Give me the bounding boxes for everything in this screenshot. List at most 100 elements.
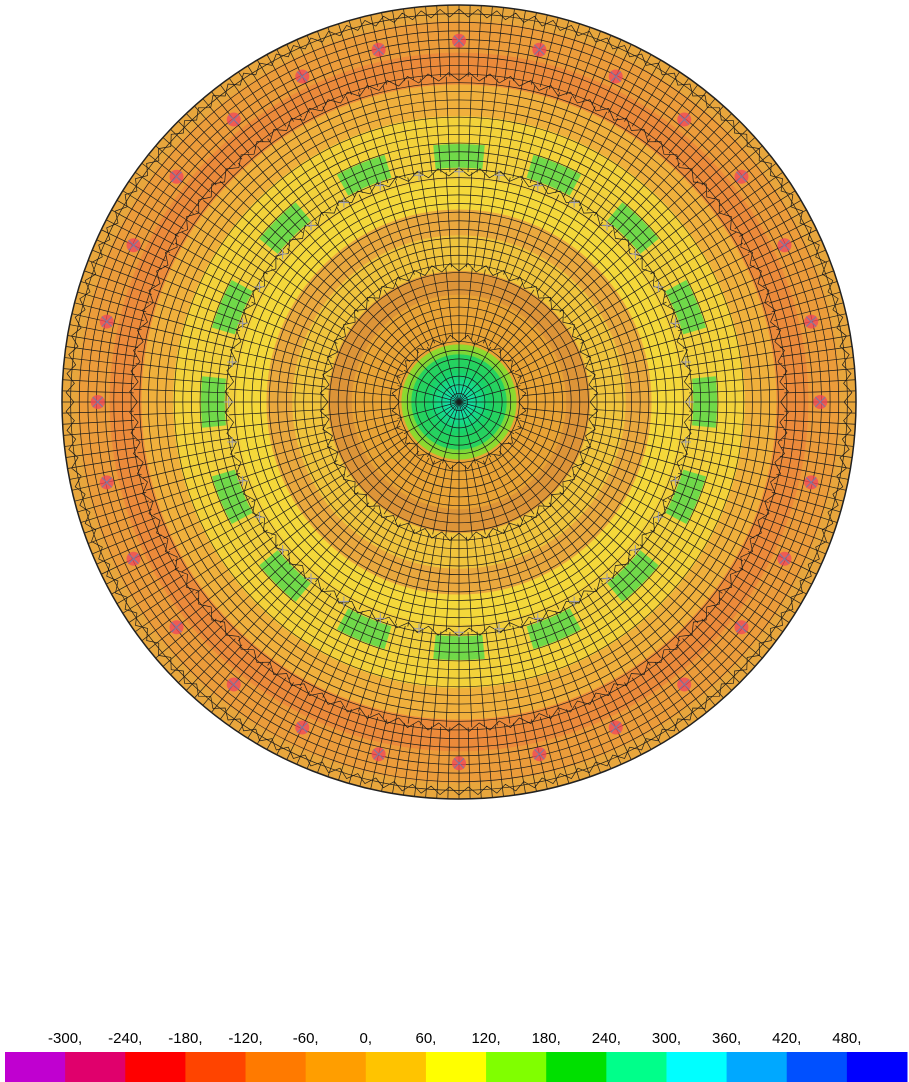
mesh-spoke xyxy=(542,221,603,297)
mesh-spoke xyxy=(325,511,382,590)
mesh-spoke xyxy=(141,162,200,207)
mesh-spoke xyxy=(128,181,189,222)
mesh-spoke xyxy=(608,49,642,113)
mesh-spoke xyxy=(488,533,511,627)
mesh-transition xyxy=(319,262,599,542)
mesh-spoke xyxy=(503,627,523,722)
mesh-spoke xyxy=(763,260,831,287)
mesh-spoke xyxy=(586,325,677,358)
legend-label: 60, xyxy=(416,1030,437,1047)
mesh-spoke xyxy=(675,105,724,160)
mesh-spoke xyxy=(458,401,492,458)
mesh-spoke xyxy=(162,137,217,186)
mesh-spoke xyxy=(701,137,756,186)
mesh-spoke xyxy=(230,416,325,429)
mesh-spoke xyxy=(195,210,273,267)
mesh-spoke xyxy=(687,363,783,376)
support-marker xyxy=(99,475,114,490)
mesh-spoke xyxy=(546,101,584,190)
mesh-spoke xyxy=(324,407,396,416)
mesh-spoke xyxy=(425,6,432,78)
mesh-spoke xyxy=(287,248,359,313)
mesh-spoke xyxy=(336,206,388,288)
legend-swatch xyxy=(5,1052,66,1082)
mesh-spoke xyxy=(688,631,740,683)
mesh-spoke xyxy=(783,368,855,375)
legend-swatch xyxy=(606,1052,667,1082)
mesh-spoke xyxy=(494,629,511,724)
mesh-spoke xyxy=(784,410,856,414)
mesh-spoke xyxy=(499,450,545,507)
mesh-spoke xyxy=(62,379,134,385)
mesh-spoke xyxy=(338,23,361,92)
mesh-spoke xyxy=(748,551,812,585)
mesh-spoke xyxy=(519,362,589,384)
mesh-spoke xyxy=(403,724,414,796)
mesh-spoke xyxy=(779,456,851,469)
mesh-spoke xyxy=(695,129,748,179)
mesh-spoke xyxy=(521,375,592,390)
mesh-spoke xyxy=(458,346,492,403)
mesh-spoke xyxy=(779,335,851,348)
mesh-spoke xyxy=(756,239,822,270)
mesh-spoke xyxy=(573,279,655,331)
legend-swatch xyxy=(305,1052,367,1082)
mesh-spoke xyxy=(271,479,350,536)
mesh-spoke xyxy=(621,171,690,240)
legend-swatch xyxy=(846,1052,908,1082)
mesh-spoke xyxy=(512,625,536,719)
mesh-spoke xyxy=(464,465,473,537)
mesh-spoke xyxy=(135,171,194,214)
mesh-spoke xyxy=(162,618,217,667)
mesh-spoke xyxy=(133,388,229,394)
mesh-spoke xyxy=(234,350,328,373)
mesh-spoke xyxy=(458,340,476,403)
mesh-spoke xyxy=(445,465,454,537)
mesh-spoke xyxy=(583,453,672,491)
mesh-spoke xyxy=(586,446,677,479)
mesh-spoke xyxy=(84,270,152,295)
support-marker xyxy=(804,314,819,329)
mesh-spoke xyxy=(695,625,748,675)
mesh-spoke xyxy=(756,534,822,565)
mesh-spoke xyxy=(627,180,699,246)
mesh-spoke xyxy=(325,214,382,293)
mesh-grid xyxy=(62,5,856,799)
mesh-spoke xyxy=(782,438,854,447)
mesh-spoke xyxy=(267,588,324,666)
mesh-spoke xyxy=(295,497,364,566)
mesh-spoke xyxy=(504,724,515,796)
mesh-spoke xyxy=(517,350,584,379)
mesh-spoke xyxy=(684,446,779,466)
mesh-spoke xyxy=(729,582,790,623)
mesh-spoke xyxy=(687,428,783,441)
mesh-spoke xyxy=(566,709,591,777)
mesh-spoke xyxy=(230,375,325,388)
mesh-spoke xyxy=(616,686,652,750)
mesh-spoke xyxy=(624,682,662,745)
mesh-spoke xyxy=(458,369,515,403)
mesh-spoke xyxy=(425,726,432,798)
mesh-spoke xyxy=(334,614,372,703)
mesh-spoke xyxy=(194,105,243,160)
mesh-spoke xyxy=(145,464,238,491)
mesh-spoke xyxy=(476,5,482,77)
legend-label: 120, xyxy=(471,1030,500,1047)
mesh-spoke xyxy=(133,410,229,416)
mesh-spoke xyxy=(769,500,838,523)
mesh-spoke xyxy=(574,706,601,774)
support-marker xyxy=(169,620,184,635)
mesh-spoke xyxy=(334,101,372,190)
mesh-spoke xyxy=(407,277,436,344)
mesh-spoke xyxy=(486,726,493,798)
mesh-spoke xyxy=(574,30,601,98)
mesh-spoke xyxy=(568,268,647,325)
mesh-spoke xyxy=(771,491,841,513)
mesh-spoke xyxy=(383,289,425,350)
mesh-spoke xyxy=(564,258,640,319)
mesh-spoke xyxy=(203,200,279,260)
mesh-spoke xyxy=(517,523,560,610)
mesh-spoke xyxy=(327,27,352,95)
mesh-spoke xyxy=(228,564,297,633)
mesh-spoke xyxy=(445,76,451,172)
